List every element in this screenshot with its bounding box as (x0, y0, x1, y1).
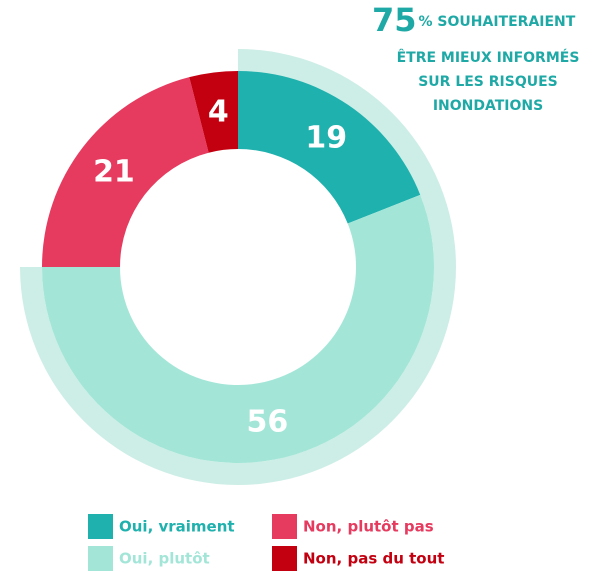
annotation-line: INONDATIONS (433, 98, 543, 114)
annotation-line: % SOUHAITERAIENT (419, 14, 576, 30)
legend-label: Non, plutôt pas (303, 518, 434, 536)
annotation-line: SUR LES RISQUES (418, 74, 558, 90)
segment-label: 21 (93, 154, 135, 189)
segment-label: 56 (247, 405, 289, 440)
segment-label: 19 (305, 121, 347, 156)
annotation-line: ÊTRE MIEUX INFORMÉS (397, 49, 580, 66)
legend-swatch (272, 514, 297, 539)
donut-segment (42, 77, 209, 267)
segment-label: 4 (208, 95, 229, 130)
legend-label: Oui, vraiment (119, 518, 235, 536)
annotation-value: 75 (372, 1, 417, 39)
legend-swatch (88, 546, 113, 571)
legend-swatch (272, 546, 297, 571)
donut-segment (238, 71, 421, 224)
legend-swatch (88, 514, 113, 539)
legend-label: Non, pas du tout (303, 550, 444, 568)
annotation: 75% SOUHAITERAIENT (372, 1, 576, 39)
donut-segment (189, 71, 238, 153)
donut-segment (42, 194, 434, 463)
legend-label: Oui, plutôt (119, 550, 210, 568)
